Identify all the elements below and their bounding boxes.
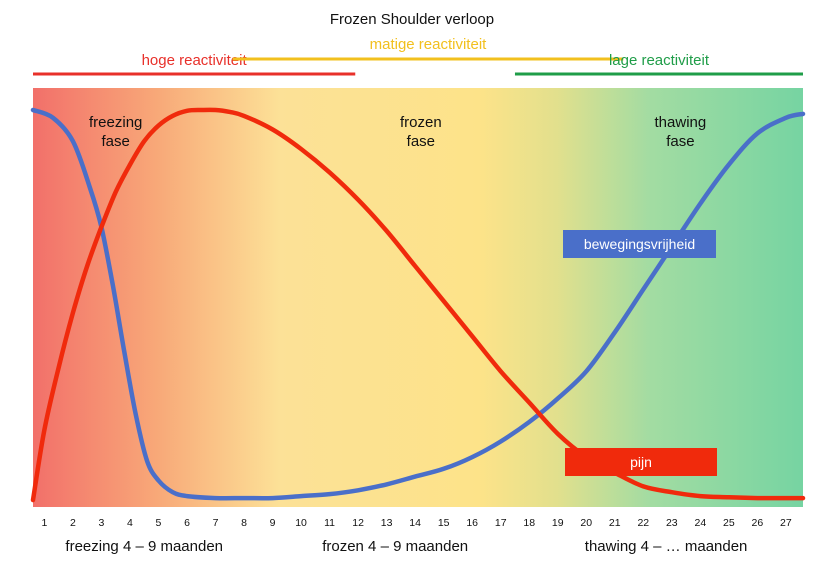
x-tick-25: 25 (723, 517, 735, 529)
phase-label-1-line2: fase (407, 133, 435, 150)
x-tick-14: 14 (409, 517, 421, 529)
x-tick-18: 18 (523, 517, 535, 529)
series-line-pijn (30, 107, 806, 503)
series-line-bewegingsvrijheid (30, 107, 806, 501)
x-tick-11: 11 (324, 517, 335, 529)
x-tick-12: 12 (352, 517, 364, 529)
phase-label-2-line1: thawing (655, 114, 707, 131)
phase-label-1-line1: frozen (400, 114, 442, 131)
plot-background (33, 88, 803, 507)
x-tick-20: 20 (580, 517, 592, 529)
x-tick-9: 9 (270, 517, 276, 529)
x-tick-2: 2 (70, 517, 76, 529)
reactivity-label-1: matige reactiviteit (370, 36, 488, 53)
reactivity-bands: hoge reactiviteit matige reactiviteit lage… (33, 36, 803, 76)
x-tick-17: 17 (495, 517, 507, 529)
x-tick-4: 4 (127, 517, 133, 529)
x-tick-13: 13 (381, 517, 393, 529)
phase-label-0-line2: fase (102, 133, 130, 150)
phase-label-2-line2: fase (666, 133, 694, 150)
x-tick-27: 27 (780, 517, 792, 529)
series-label-pijn: pijn (630, 454, 652, 470)
x-tick-16: 16 (466, 517, 478, 529)
x-tick-6: 6 (184, 517, 190, 529)
x-tick-19: 19 (552, 517, 564, 529)
reactivity-label-0: hoge reactiviteit (142, 52, 248, 69)
x-tick-15: 15 (438, 517, 450, 529)
chart-title: Frozen Shoulder verloop (330, 11, 494, 28)
x-tick-5: 5 (156, 517, 162, 529)
series-label-box-bewegingsvrijheid (563, 230, 716, 258)
x-tick-8: 8 (241, 517, 247, 529)
phase-label-0-line1: freezing (89, 114, 142, 131)
series-label-bewegingsvrijheid: bewegingsvrijheid (584, 236, 695, 252)
x-tick-3: 3 (99, 517, 105, 529)
phase-labels: freezing fase frozen fase thawing fase (89, 114, 706, 150)
x-tick-26: 26 (752, 517, 764, 529)
x-tick-1: 1 (41, 517, 47, 529)
x-tick-23: 23 (666, 517, 678, 529)
x-tick-22: 22 (637, 517, 649, 529)
x-tick-24: 24 (694, 517, 706, 529)
series-label-boxes: bewegingsvrijheid pijn (563, 230, 717, 476)
series-label-box-pijn (565, 448, 717, 476)
duration-label-1: frozen 4 – 9 maanden (322, 538, 468, 555)
x-tick-10: 10 (295, 517, 307, 529)
series-lines (30, 107, 806, 503)
x-tick-7: 7 (213, 517, 219, 529)
x-tick-21: 21 (609, 517, 621, 529)
duration-label-0: freezing 4 – 9 maanden (65, 538, 223, 555)
duration-labels: freezing 4 – 9 maanden frozen 4 – 9 maand… (65, 538, 747, 555)
duration-label-2: thawing 4 – … maanden (585, 538, 748, 555)
x-axis-ticks: 1 2 3 4 5 6 7 8 9 10 11 12 13 14 15 16 17 18 19 20 21 22 23 24 2… (41, 517, 791, 529)
reactivity-label-2: lage reactiviteit (609, 52, 710, 69)
